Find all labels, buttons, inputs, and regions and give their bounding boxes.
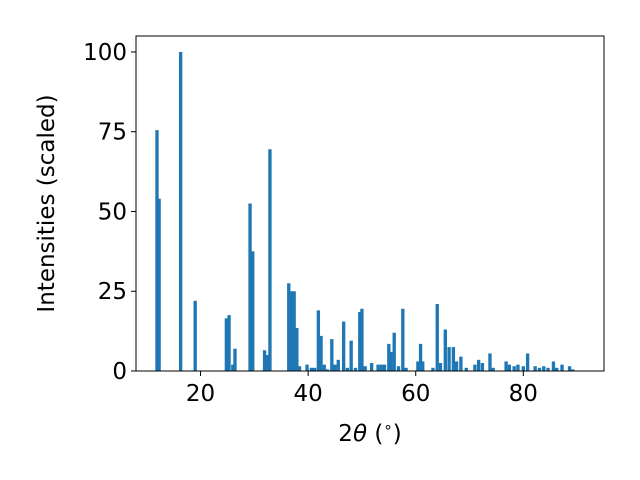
bar-55: [459, 356, 463, 371]
bar-30: [349, 340, 353, 371]
bar-39: [387, 343, 391, 371]
y-axis-ticks: 0 25 50 75 100: [83, 40, 136, 385]
bar-23: [322, 364, 326, 371]
bar-4: [224, 318, 229, 371]
bar-19: [309, 367, 314, 371]
bar-29: [345, 367, 350, 371]
bar-41: [392, 332, 396, 371]
x-tick-label: 20: [186, 381, 215, 407]
bar-71: [546, 367, 550, 371]
y-tick-label: 75: [98, 120, 127, 146]
bar-44: [404, 367, 408, 371]
bar-25: [330, 339, 334, 371]
bar-70: [542, 366, 546, 371]
bar-46: [418, 343, 423, 371]
bar-17: [297, 366, 302, 371]
bar-2: [178, 51, 183, 371]
y-axis-title: Intensities (scaled): [34, 94, 60, 312]
bar-61: [491, 367, 495, 371]
bar-3: [193, 300, 197, 371]
bar-59: [480, 363, 485, 371]
bar-series: [155, 51, 575, 371]
bar-64: [512, 366, 516, 371]
bar-50: [438, 363, 443, 371]
bar-65: [516, 364, 520, 371]
bar-75: [567, 366, 572, 371]
bar-76: [571, 369, 575, 371]
bar-62: [504, 361, 508, 371]
bar-13: [287, 283, 291, 371]
bar-7: [231, 364, 235, 371]
bar-53: [451, 347, 456, 371]
bar-40: [389, 351, 393, 371]
bar-45: [416, 361, 420, 371]
bar-10: [262, 350, 267, 371]
y-tick-label: 100: [83, 40, 127, 66]
x-axis-title-theta: θ: [353, 421, 367, 447]
x-axis-title-close: ): [393, 421, 402, 447]
bar-18: [305, 364, 309, 371]
bar-42: [396, 366, 401, 371]
bar-6: [233, 348, 237, 371]
bar-51: [443, 329, 447, 371]
bar-15: [292, 291, 296, 371]
bar-72: [551, 361, 556, 371]
x-axis-title-prefix: 2: [338, 421, 353, 447]
bar-22: [319, 335, 323, 371]
bar-47: [421, 361, 425, 371]
bar-68: [533, 366, 537, 371]
bar-11: [265, 355, 269, 371]
x-axis-title: 2θ (∘): [338, 418, 401, 447]
bar-37: [379, 364, 383, 371]
bar-38: [382, 364, 387, 371]
bar-73: [554, 367, 559, 371]
bar-69: [537, 367, 542, 371]
bar-0: [155, 130, 159, 371]
bar-58: [476, 359, 481, 371]
x-axis-title-open: (: [367, 421, 383, 447]
bar-32: [358, 311, 362, 371]
bar-20: [312, 367, 317, 371]
bar-33: [360, 308, 364, 371]
x-axis-ticks: 20 40 60 80: [186, 371, 538, 407]
x-tick-label: 60: [401, 381, 430, 407]
bar-43: [401, 308, 405, 371]
y-tick-label: 50: [98, 199, 127, 225]
bar-5: [227, 315, 231, 371]
bar-49: [435, 304, 439, 371]
bar-74: [560, 364, 564, 371]
bar-26: [333, 364, 337, 371]
plot-frame: [135, 35, 605, 372]
y-tick-label: 25: [98, 279, 127, 305]
bar-35: [369, 363, 374, 371]
x-axis-title-degree: ∘: [383, 418, 392, 436]
bar-21: [316, 310, 321, 371]
bar-48: [431, 367, 435, 371]
bar-36: [376, 364, 380, 371]
bar-57: [473, 364, 477, 371]
bar-8: [248, 203, 252, 371]
bar-12: [268, 149, 272, 371]
x-tick-label: 40: [293, 381, 322, 407]
bar-54: [454, 361, 459, 371]
bar-66: [521, 366, 525, 371]
bar-67: [525, 353, 530, 371]
bar-27: [336, 359, 340, 371]
bar-34: [363, 366, 367, 371]
bar-60: [488, 353, 492, 371]
bar-9: [251, 251, 255, 371]
bar-63: [507, 364, 511, 371]
bar-56: [464, 367, 468, 371]
bar-28: [341, 321, 346, 371]
bar-52: [447, 347, 451, 371]
bar-31: [353, 367, 358, 371]
bar-14: [289, 291, 294, 371]
bar-24: [325, 369, 330, 371]
bar-16: [295, 327, 299, 371]
y-tick-label: 0: [112, 359, 127, 385]
bar-1: [157, 198, 161, 371]
x-tick-label: 80: [509, 381, 538, 407]
